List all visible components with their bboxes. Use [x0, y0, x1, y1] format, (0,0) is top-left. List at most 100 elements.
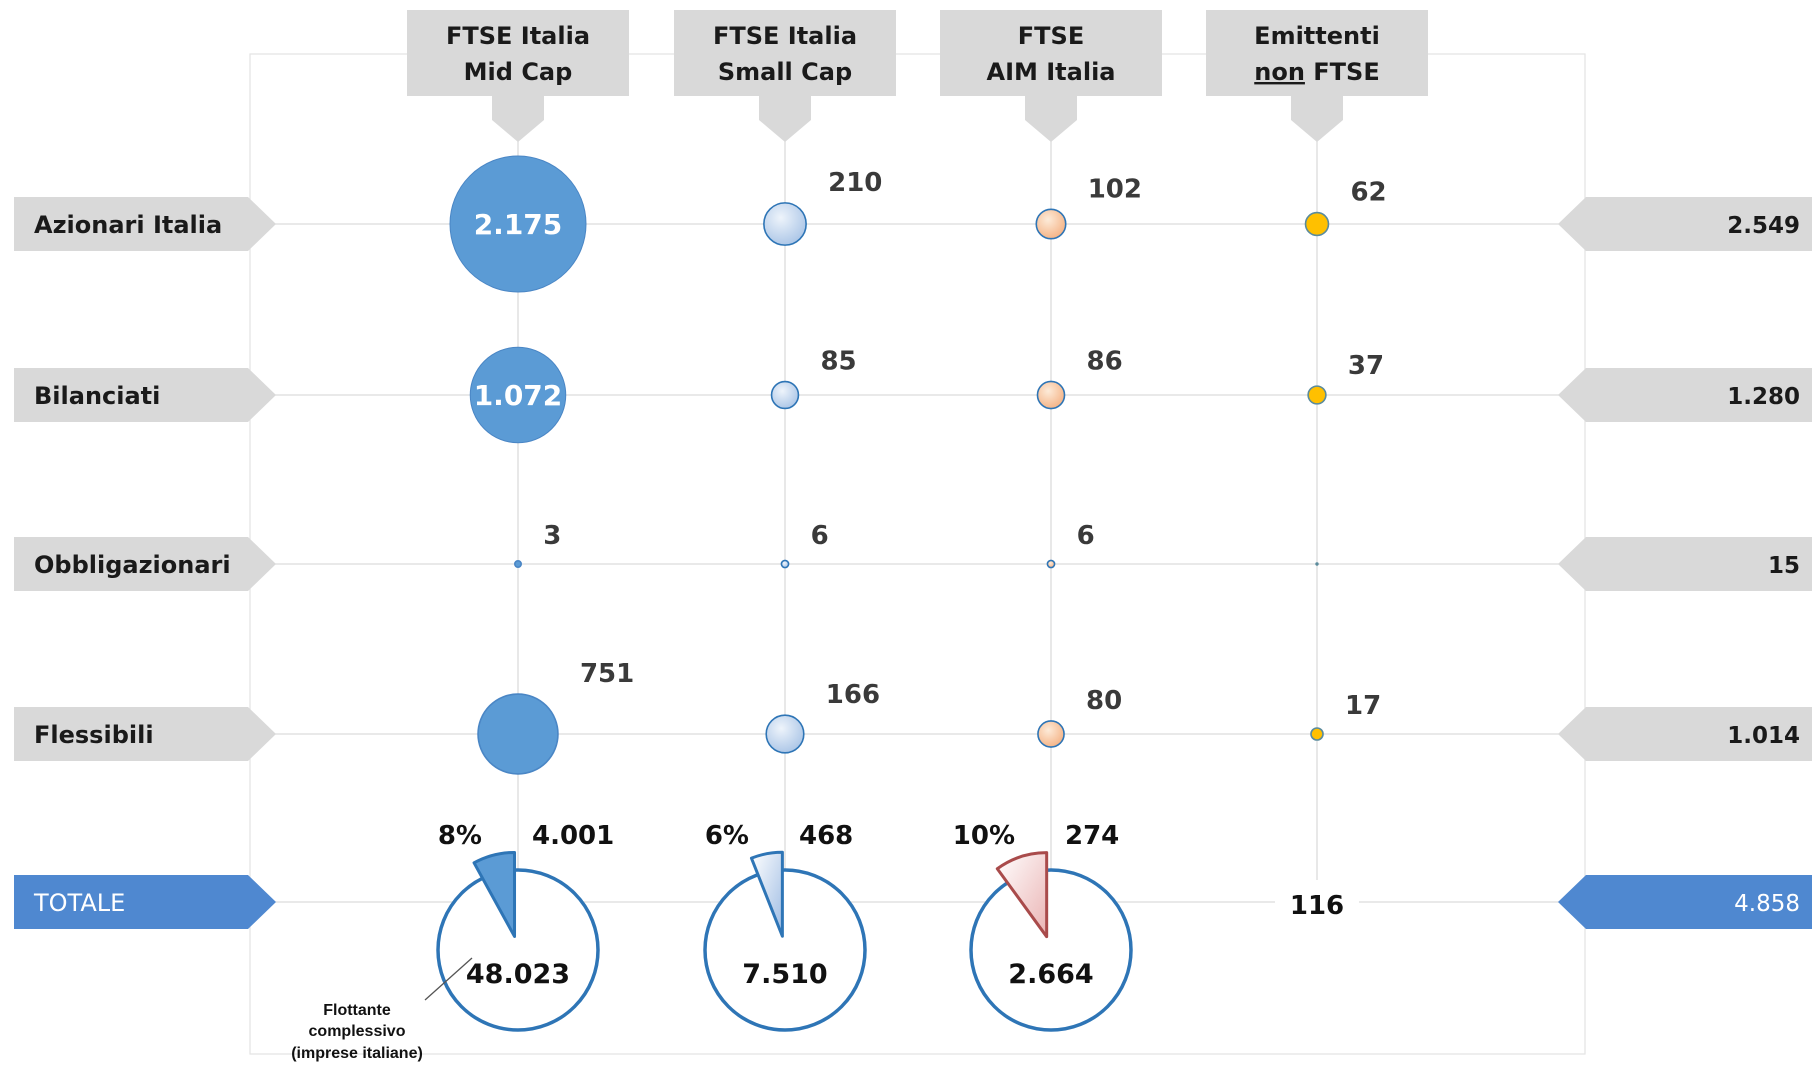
row-total-shape: [1558, 707, 1812, 761]
annotation-leader-line: [424, 957, 473, 1001]
bubble: [477, 693, 559, 775]
row-total-text: 2.549: [1727, 213, 1800, 239]
pie-share-wedge: [995, 851, 1049, 939]
row-total: 2.549: [1558, 197, 1812, 251]
bubble: [1037, 720, 1065, 748]
annotation-line2: complessivo: [309, 1023, 406, 1040]
bubble-value-label: 751: [580, 659, 634, 689]
bubble-value-label: 17: [1345, 691, 1381, 721]
totals-row-label-text: TOTALE: [33, 889, 125, 917]
row-label: Azionari Italia: [14, 197, 276, 251]
pie-base-label: 48.023: [466, 959, 570, 990]
bubble-value-label: 6: [1077, 521, 1095, 551]
bubble: [770, 380, 800, 410]
bubble: [1315, 562, 1319, 566]
bubble-value-label: 85: [820, 347, 856, 377]
bubble: [765, 714, 805, 754]
row-total-shape: [1558, 368, 1812, 422]
bubble-value-label: 2.175: [474, 208, 563, 241]
row-label-shape: [14, 368, 276, 422]
row-total-shape: [1558, 537, 1812, 591]
totals-row-label-shape: [14, 875, 276, 929]
pie-share-label: 8%: [438, 821, 482, 851]
bubble-value-label: 6: [811, 521, 829, 551]
column-header-line1: FTSE Italia: [446, 22, 590, 50]
bubble: [469, 346, 567, 444]
column-header-callout: [407, 10, 629, 142]
bubble-value-label: 86: [1087, 346, 1123, 376]
bubble-value-label: 80: [1086, 686, 1122, 716]
annotation-line1: Flottante: [323, 1002, 391, 1019]
bubble-value-label: 102: [1088, 174, 1142, 204]
column-header: FTSE AIM Italia: [940, 10, 1162, 142]
bubble-value-label: 3: [543, 521, 561, 551]
bubbles: 2.175 210 102 62 1.072 85 86 37 3 6 6 751 166 80 17: [449, 155, 1387, 775]
row-label-shape: [14, 707, 276, 761]
totals-pie: 8% 4.001 48.023: [436, 821, 614, 1032]
row-total-shape: [1558, 197, 1812, 251]
column-header: FTSE Italia Mid Cap: [407, 10, 629, 142]
column-total-label: 274: [1065, 821, 1119, 851]
column-header-callout: [1206, 10, 1428, 142]
annotation: Flottante complessivo (imprese italiane): [291, 957, 473, 1062]
row-label-text: Bilanciati: [34, 382, 160, 410]
bubble: [763, 202, 807, 246]
column-total-label: 116: [1290, 891, 1344, 921]
column-header-line2: Small Cap: [718, 58, 852, 86]
grand-total-text: 4.858: [1734, 891, 1800, 917]
pie-base-label: 2.664: [1008, 959, 1093, 990]
column-header: FTSE Italia Small Cap: [674, 10, 896, 142]
row-label: Obbligazionari: [14, 537, 276, 591]
totals-pie: 10% 274 2.664: [953, 821, 1133, 1032]
bubble: [449, 155, 587, 293]
totals-row: 8% 4.001 48.023 6% 468 7.510 10% 274 2.664 116: [436, 821, 1359, 1032]
grand-total-shape: [1558, 875, 1812, 929]
row-label-text: Obbligazionari: [34, 551, 231, 579]
bubble: [1036, 380, 1066, 410]
bubble: [1035, 208, 1067, 240]
bubble: [513, 559, 522, 568]
bubble: [1310, 727, 1324, 741]
column-total-label: 468: [799, 821, 853, 851]
row-label-shape: [14, 197, 276, 251]
bubble: [1304, 211, 1330, 237]
pie-base-circle: [703, 868, 867, 1032]
column-header-callout: [940, 10, 1162, 142]
bubble-value-label: 166: [826, 680, 880, 710]
bubble-value-label: 210: [828, 168, 882, 198]
pie-share-wedge: [749, 850, 784, 938]
column-header-line2: non FTSE: [1254, 58, 1379, 86]
pie-share-wedge: [472, 850, 517, 938]
row-label-text: Flessibili: [34, 721, 154, 749]
bubble-value-label: 37: [1348, 351, 1384, 381]
column-header-line1: FTSE: [1018, 22, 1084, 50]
row-label-text: Azionari Italia: [34, 211, 222, 239]
column-header: Emittenti non FTSE: [1206, 10, 1428, 142]
bubble: [780, 559, 790, 569]
pie-share-label: 6%: [705, 821, 749, 851]
pie-share-label: 10%: [953, 821, 1015, 851]
row-total: 1.014: [1558, 707, 1812, 761]
row-total-text: 1.014: [1727, 723, 1800, 749]
column-header-line2: AIM Italia: [987, 58, 1116, 86]
pie-base-circle: [969, 868, 1133, 1032]
bubble-value-label: 62: [1350, 178, 1386, 208]
column-header-rest: FTSE: [1305, 58, 1380, 86]
pie-base-label: 7.510: [742, 959, 827, 990]
pie-base-circle: [436, 868, 600, 1032]
bubble: [1307, 385, 1327, 405]
annotation-line3: (imprese italiane): [291, 1045, 423, 1062]
totals-pie: 6% 468 7.510: [703, 821, 867, 1032]
totals-row-label: TOTALE: [14, 875, 276, 929]
row-total-text: 1.280: [1727, 384, 1800, 410]
row-label: Bilanciati: [14, 368, 276, 422]
column-total-bg: [1275, 882, 1359, 922]
row-label-shape: [14, 537, 276, 591]
column-header-line1: Emittenti: [1254, 22, 1380, 50]
column-header-underlined-word: non: [1254, 58, 1305, 86]
row-total: 15: [1558, 537, 1812, 591]
column-header-line2: Mid Cap: [464, 58, 573, 86]
row-label: Flessibili: [14, 707, 276, 761]
